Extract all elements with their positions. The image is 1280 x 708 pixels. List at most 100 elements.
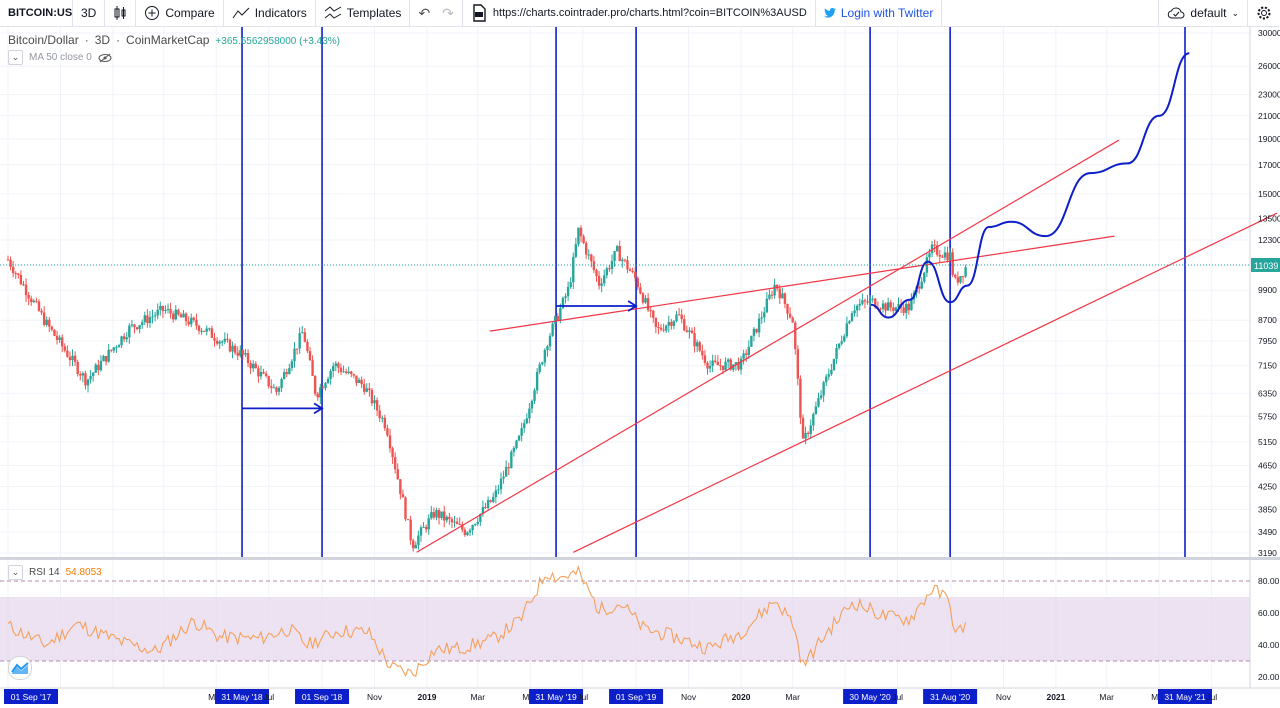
candle [257,368,260,377]
url-bar[interactable]: https://charts.cointrader.pro/charts.htm… [463,0,816,26]
candle [936,245,939,255]
candle [249,363,252,369]
candle [311,360,314,376]
top-toolbar: BITCOIN:USD 3D Compare Indicators Templa… [0,0,1280,27]
legend-sep-2: · [116,33,121,47]
candle [151,316,154,318]
candle [122,336,126,340]
candle [623,259,627,261]
candle [42,312,46,325]
candle [125,337,128,340]
candle [714,360,717,362]
candle [6,259,10,261]
layout-dropdown[interactable]: default ⌄ [1158,0,1247,26]
candle [548,335,552,347]
time-tick-label: 01 Sep '18 [302,692,343,702]
date-tag [923,689,978,704]
candle [644,298,647,303]
candle [110,349,113,351]
rsi-tick-label: 60.00 [1258,608,1280,618]
candle [130,324,134,326]
cointrader-logo[interactable] [8,656,32,680]
chevron-down-icon[interactable]: ⌄ [8,565,23,580]
candle [350,371,353,375]
templates-button[interactable]: Templates [316,0,411,26]
candle [783,293,787,305]
candle [295,348,299,350]
candle [866,301,869,303]
candle [850,313,854,322]
login-twitter-button[interactable]: Login with Twitter [816,0,943,26]
time-tick-label: Jul [1206,692,1217,702]
candle [378,410,381,418]
chart-type-button[interactable] [105,0,137,26]
candle [814,406,818,415]
candle [308,350,312,361]
candle [373,400,376,404]
price-tick-label: 17000 [1258,160,1280,170]
candle [288,368,291,374]
interval-button[interactable]: 3D [73,0,106,26]
chevron-down-icon[interactable]: ⌄ [8,50,23,65]
candle [45,319,48,325]
candle [610,260,614,269]
time-tick-label: Jul [892,692,903,702]
candle [618,246,621,262]
candle [853,310,856,314]
candle [745,353,748,355]
eye-hidden-icon[interactable] [98,53,112,63]
candle [481,507,485,514]
candle [332,366,335,372]
price-tick-label: 26000 [1258,61,1280,71]
candle [657,326,660,328]
price-tick-label: 4650 [1258,461,1277,471]
candle [750,335,753,347]
candle [435,510,438,518]
candle [809,425,812,435]
compare-button[interactable]: Compare [136,0,224,26]
candle [409,519,412,541]
rsi-tick-label: 80.00 [1258,576,1280,586]
time-tick-label: Jul [577,692,588,702]
candle [375,400,379,411]
candle [79,374,82,376]
undo-icon[interactable]: ↶ [418,4,431,21]
candle [138,325,141,330]
candle [277,387,281,392]
candle [734,362,738,365]
candle [587,254,590,256]
candle [99,361,103,371]
candle [282,372,286,379]
settings-button[interactable] [1247,0,1280,26]
symbol-search-button[interactable]: BITCOIN:USD [0,0,73,26]
candle [37,301,41,311]
candle [711,360,714,366]
candle [383,417,387,429]
candle [775,284,779,289]
candle [688,330,691,332]
time-tick-label: 2019 [418,692,437,702]
redo-icon[interactable]: ↷ [442,4,454,21]
rsi-band [0,580,1250,662]
candle [171,313,175,320]
time-tick-label: 2020 [732,692,751,702]
candle [486,500,490,508]
templates-icon [324,6,341,19]
candle [202,330,206,332]
candle [48,319,51,327]
indicators-button[interactable]: Indicators [224,0,316,26]
candle [530,400,534,409]
candle [584,242,588,255]
date-tag [843,689,898,704]
candle [799,378,802,418]
candle [146,315,149,324]
candle [964,267,967,277]
price-tick-label: 21000 [1258,111,1280,121]
rsi-line [7,564,967,678]
candle [244,353,247,355]
candle [881,303,885,310]
candle [554,316,557,324]
candle [264,373,268,376]
candle [215,340,219,344]
